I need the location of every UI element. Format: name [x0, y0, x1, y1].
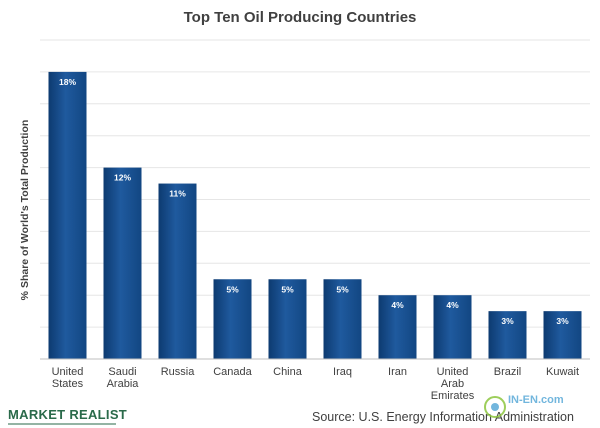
chart-title: Top Ten Oil Producing Countries [184, 9, 417, 26]
bar [378, 295, 417, 359]
x-tick-label-line: Kuwait [546, 366, 579, 378]
x-tick-label-line: Iraq [333, 366, 352, 378]
data-label: 11% [169, 189, 186, 199]
bars: 18% 12% 11% 5% 5% 5% 4% 4% 3% 3% [48, 71, 582, 360]
bar [48, 71, 87, 360]
bar [488, 311, 527, 359]
in-en-logo-icon [484, 396, 506, 418]
x-tick-label-line: Brazil [494, 366, 522, 378]
x-tick-label-line: Arab [441, 378, 464, 390]
x-tick-label: Kuwait [546, 366, 579, 378]
bar [543, 311, 582, 359]
data-label: 5% [281, 284, 294, 294]
source-note: Source: U.S. Energy Information Administ… [312, 410, 574, 424]
x-tick-label-line: Emirates [431, 390, 475, 402]
x-tick-label: China [273, 366, 303, 378]
x-tick-label-line: Canada [213, 366, 252, 378]
bar [158, 183, 197, 359]
y-axis-label: % Share of World's Total Production [19, 120, 31, 301]
watermark-text: IN-EN.com [508, 394, 564, 406]
x-tick-label: United Arab Emirates [431, 366, 475, 402]
data-label: 5% [336, 284, 349, 294]
x-tick-label-line: United [437, 366, 469, 378]
bar [268, 279, 307, 359]
brand-text: MARKET REALIST [8, 407, 127, 422]
data-label: 18% [59, 77, 76, 87]
x-tick-label-line: Russia [161, 366, 196, 378]
brand-logo: MARKET REALIST [8, 407, 127, 425]
x-tick-label: United States [52, 366, 84, 390]
x-tick-label: Iraq [333, 366, 352, 378]
bar [103, 167, 142, 359]
bar [213, 279, 252, 359]
data-label: 5% [226, 284, 239, 294]
data-label: 3% [556, 316, 569, 326]
in-en-logo-dot [491, 403, 499, 411]
x-tick-label-line: United [52, 366, 84, 378]
watermark: IN-EN.com [484, 394, 564, 418]
bar [433, 295, 472, 359]
x-tick-label-line: States [52, 378, 84, 390]
x-tick-label-line: Arabia [107, 378, 140, 390]
data-label: 12% [114, 173, 131, 183]
data-label: 4% [446, 300, 459, 310]
x-tick-label: Saudi Arabia [107, 366, 140, 390]
x-tick-label-line: Iran [388, 366, 407, 378]
x-tick-label: Canada [213, 366, 252, 378]
data-label: 3% [501, 316, 514, 326]
data-label: 4% [391, 300, 404, 310]
x-tick-label: Iran [388, 366, 407, 378]
x-tick-label: Russia [161, 366, 196, 378]
x-tick-label-line: Saudi [108, 366, 136, 378]
x-tick-label-line: China [273, 366, 303, 378]
x-tick-label: Brazil [494, 366, 522, 378]
bar [323, 279, 362, 359]
